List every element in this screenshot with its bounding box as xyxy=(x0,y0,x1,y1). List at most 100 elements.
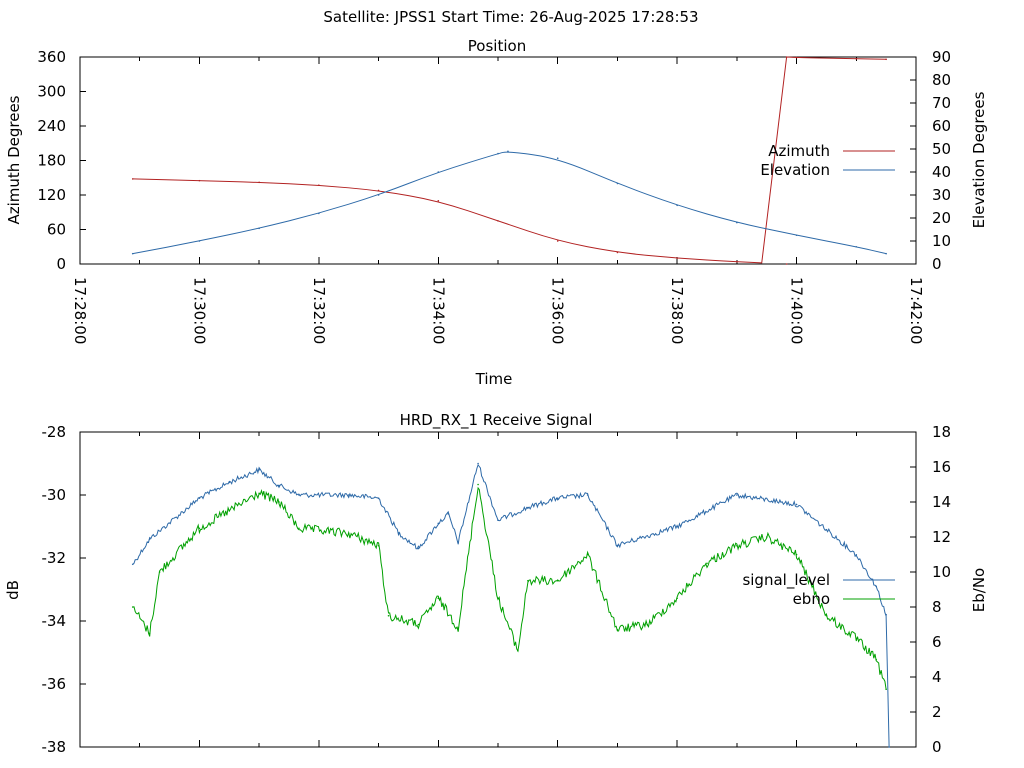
data-point-elevation xyxy=(616,182,619,185)
data-point-azimuth xyxy=(785,263,788,265)
data-point-signal-level xyxy=(397,532,400,534)
data-point-elevation xyxy=(198,240,201,242)
figure-title: Satellite: JPSS1 Start Time: 26-Aug-2025… xyxy=(323,8,698,26)
data-point-elevation xyxy=(676,204,678,207)
signal-y-tick-label: -38 xyxy=(42,738,67,756)
data-point-ebno xyxy=(825,614,828,617)
data-point-azimuth xyxy=(616,251,619,254)
data-point-signal-level xyxy=(298,494,300,496)
position-y-axis-label: Azimuth Degrees xyxy=(5,95,23,224)
data-point-ebno xyxy=(497,597,499,600)
signal-chart: HRD_RX_1 Receive Signal -28-30-32-34-36-… xyxy=(4,411,988,756)
signal-y2-tick-label: 10 xyxy=(932,563,951,581)
data-point-azimuth xyxy=(131,178,134,180)
data-point-signal-level xyxy=(477,462,479,465)
data-point-azimuth xyxy=(676,257,678,260)
position-y2-tick-label: 90 xyxy=(932,48,951,66)
position-x-tick-label: 17:28:00 xyxy=(71,277,89,344)
data-point-ebno xyxy=(417,623,420,626)
position-y2-tick-label: 70 xyxy=(932,94,951,112)
position-y2-tick-label: 40 xyxy=(932,163,951,181)
position-y2-tick-label: 80 xyxy=(932,71,951,89)
data-point-ebno xyxy=(765,536,768,538)
signal-y2-tick-label: 8 xyxy=(932,598,942,616)
data-point-signal-level xyxy=(148,538,151,540)
position-x-tick-label: 17:38:00 xyxy=(668,277,686,344)
data-point-signal-level xyxy=(258,469,260,471)
position-x-tick-label: 17:32:00 xyxy=(310,277,328,344)
position-x-tick-label: 17:36:00 xyxy=(549,277,567,344)
signal-y-tick-label: -36 xyxy=(42,675,67,693)
position-y2-tick-label: 10 xyxy=(932,232,951,250)
data-point-ebno xyxy=(198,527,201,530)
position-chart-title: Position xyxy=(468,37,526,55)
signal-y2-tick-label: 18 xyxy=(932,423,951,441)
data-point-azimuth xyxy=(785,56,788,58)
signal-plot-frame xyxy=(79,431,917,748)
data-point-elevation xyxy=(885,252,887,255)
data-point-elevation xyxy=(556,157,559,159)
position-y2-tick-label: 60 xyxy=(932,117,951,135)
data-point-ebno xyxy=(646,623,649,626)
signal-y2-tick-label: 14 xyxy=(932,493,951,511)
series-line-azimuth xyxy=(132,56,887,264)
data-point-ebno xyxy=(795,553,798,556)
data-point-azimuth xyxy=(437,199,440,202)
data-point-signal-level xyxy=(885,613,887,616)
data-point-elevation xyxy=(855,245,858,248)
signal-y2-tick-label: 16 xyxy=(932,458,951,476)
data-point-azimuth xyxy=(556,240,559,242)
data-point-azimuth xyxy=(377,189,380,192)
data-point-signal-level xyxy=(736,494,738,496)
data-point-ebno xyxy=(148,632,151,635)
position-x-tick-label: 17:42:00 xyxy=(907,277,925,344)
signal-y2-tick-label: 2 xyxy=(932,703,942,721)
data-point-ebno xyxy=(347,532,350,535)
position-x-tick-label: 17:30:00 xyxy=(190,277,208,344)
signal-y-tick-label: -30 xyxy=(42,486,67,504)
data-point-signal-level xyxy=(825,528,828,531)
signal-series xyxy=(131,462,890,748)
legend-label-elevation: Elevation xyxy=(760,161,830,179)
data-point-ebno xyxy=(527,579,529,582)
signal-y-tick-label: -28 xyxy=(42,423,67,441)
data-point-signal-level xyxy=(131,563,134,566)
data-point-azimuth xyxy=(497,220,499,222)
signal-y2-tick-label: 0 xyxy=(932,738,942,756)
position-legend: Azimuth Elevation xyxy=(760,142,895,179)
data-point-ebno xyxy=(855,637,858,640)
series-line-elevation xyxy=(132,151,887,255)
data-point-signal-level xyxy=(228,481,231,484)
data-point-signal-level xyxy=(417,547,420,550)
data-point-signal-level xyxy=(377,497,380,499)
position-y-tick-label: 0 xyxy=(56,255,66,273)
data-point-azimuth xyxy=(198,179,201,182)
signal-y2-tick-label: 4 xyxy=(932,668,942,686)
data-point-ebno xyxy=(131,606,134,608)
data-point-elevation xyxy=(437,171,440,173)
position-y2-tick-label: 0 xyxy=(932,255,942,273)
legend-label-azimuth: Azimuth xyxy=(768,142,830,160)
data-point-ebno xyxy=(278,501,280,503)
data-point-ebno xyxy=(477,483,479,486)
data-point-ebno xyxy=(736,544,738,547)
position-y-tick-label: 360 xyxy=(37,48,66,66)
data-point-elevation xyxy=(258,227,260,230)
data-point-azimuth xyxy=(795,56,798,59)
signal-y2-tick-label: 12 xyxy=(932,528,951,546)
data-point-ebno xyxy=(616,628,619,631)
data-point-signal-level xyxy=(347,494,350,496)
data-point-ebno xyxy=(377,544,380,547)
data-point-ebno xyxy=(298,527,300,530)
data-point-signal-level xyxy=(497,519,499,521)
data-point-ebno xyxy=(706,562,708,565)
legend-label-ebno: ebno xyxy=(793,590,830,608)
position-y2-tick-label: 20 xyxy=(932,209,951,227)
data-point-signal-level xyxy=(278,484,280,487)
signal-ticks: -28 -30 -32 -34 -36 -38 0 2 4 6 8 10 12 14 16 18 xyxy=(42,423,952,756)
position-x-tick-label: 17:40:00 xyxy=(788,277,806,344)
data-point-signal-level xyxy=(457,541,459,544)
signal-chart-title: HRD_RX_1 Receive Signal xyxy=(400,411,593,430)
position-y-tick-label: 240 xyxy=(37,117,66,135)
data-point-signal-level xyxy=(437,522,440,525)
